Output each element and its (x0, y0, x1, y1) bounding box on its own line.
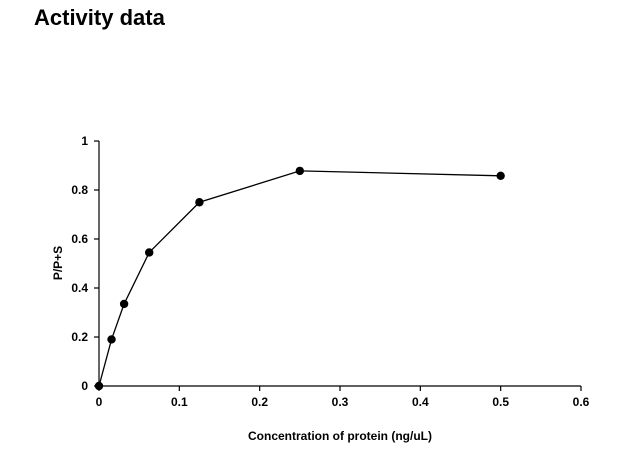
y-tick-label: 0.4 (71, 281, 88, 295)
y-axis-title: P/P+S (51, 246, 65, 280)
y-tick-label: 0.8 (71, 183, 88, 197)
x-tick-label: 0.1 (171, 395, 188, 409)
x-axis: 0 0.1 0.2 0.3 0.4 0.5 0.6 (96, 385, 590, 409)
x-tick-label: 0.5 (492, 395, 509, 409)
x-tick-label: 0.2 (251, 395, 268, 409)
data-point (119, 299, 129, 309)
x-tick-labels: 0 0.1 0.2 0.3 0.4 0.5 0.6 (96, 395, 590, 409)
y-tick-labels: 0 0.2 0.4 0.6 0.8 1 (71, 134, 88, 393)
page-title: Activity data (34, 5, 165, 30)
y-tick-label: 0.6 (71, 232, 88, 246)
y-tick-label: 1 (81, 134, 88, 148)
data-point (496, 171, 505, 180)
x-tick-label: 0.6 (573, 395, 590, 409)
data-point (195, 198, 204, 207)
x-axis-title: Concentration of protein (ng/uL) (248, 429, 432, 443)
y-tick-label: 0 (81, 379, 88, 393)
x-tick-label: 0.3 (332, 395, 349, 409)
y-axis: 0 0.2 0.4 0.6 0.8 1 (71, 134, 100, 393)
data-point (94, 381, 104, 391)
y-tick-label: 0.2 (71, 330, 88, 344)
x-ticks (98, 386, 582, 391)
x-tick-label: 0 (96, 395, 103, 409)
data-point (145, 248, 154, 257)
y-ticks (94, 140, 99, 387)
x-tick-label: 0.4 (412, 395, 429, 409)
data-point (295, 166, 305, 176)
data-point (107, 335, 116, 344)
series-polyline (98, 170, 501, 387)
series-line (94, 166, 505, 391)
